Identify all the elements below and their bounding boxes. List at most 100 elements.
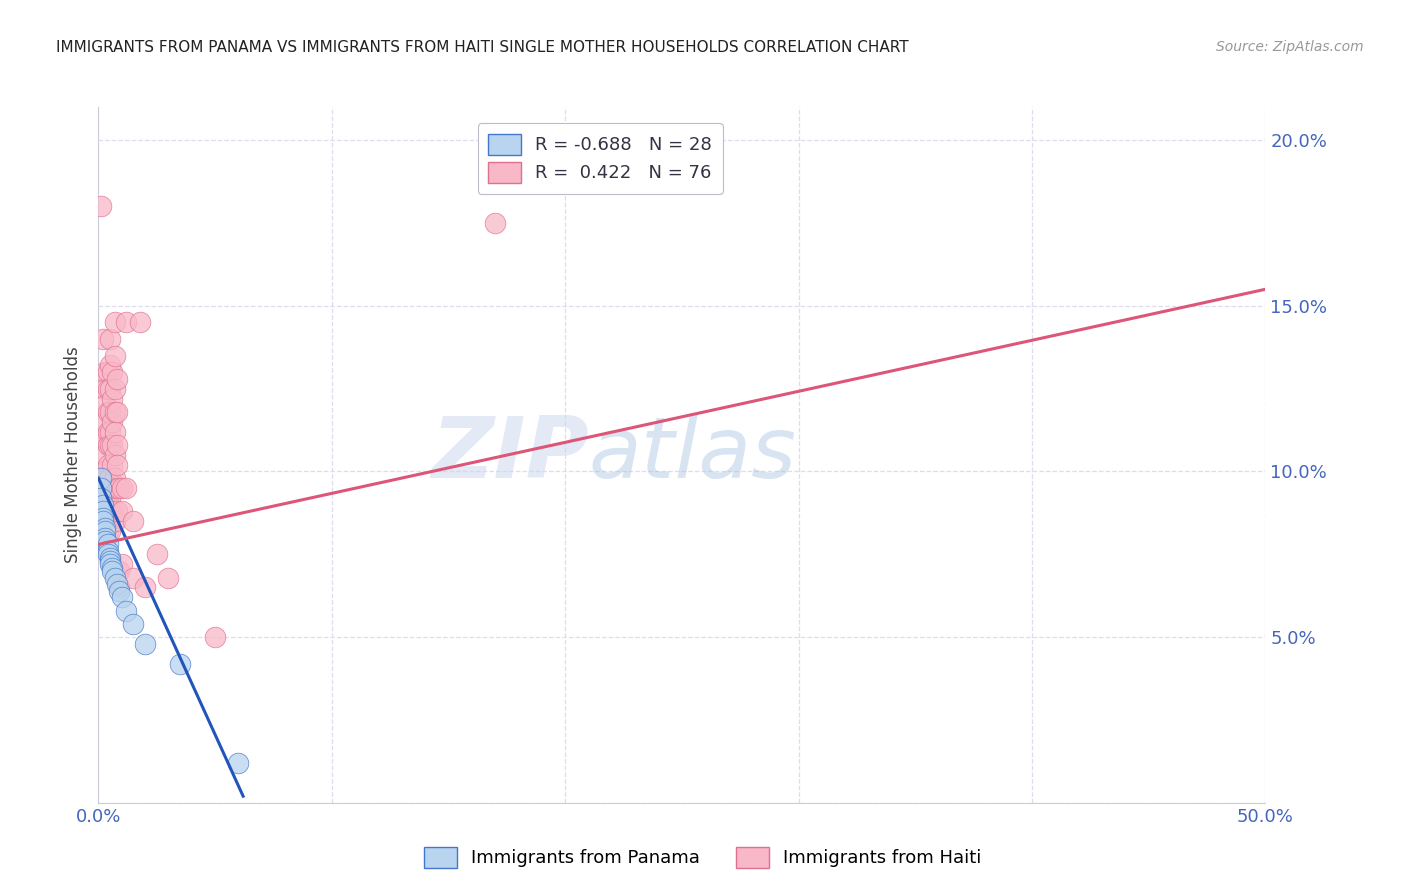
Point [111, 504, 134, 518]
Point [90, 491, 112, 505]
Point [105, 438, 128, 452]
Point [94, 471, 117, 485]
Point [105, 458, 128, 472]
Point [94, 431, 117, 445]
Point [98, 359, 121, 373]
Point [484, 216, 506, 230]
Point [97, 438, 120, 452]
Point [134, 581, 156, 595]
Point [122, 570, 145, 584]
Point [90, 498, 112, 512]
Point [134, 637, 156, 651]
Point [91, 511, 114, 525]
Point [101, 481, 124, 495]
Point [98, 438, 121, 452]
Point [98, 504, 121, 518]
Point [91, 504, 114, 518]
Text: IMMIGRANTS FROM PANAMA VS IMMIGRANTS FROM HAITI SINGLE MOTHER HOUSEHOLDS CORRELA: IMMIGRANTS FROM PANAMA VS IMMIGRANTS FRO… [56, 40, 908, 55]
Point [94, 448, 117, 462]
Point [228, 756, 250, 770]
Point [97, 504, 120, 518]
Point [91, 514, 114, 528]
Point [94, 524, 117, 538]
Point [94, 465, 117, 479]
Point [105, 504, 128, 518]
Text: ZIP: ZIP [430, 413, 589, 497]
Point [157, 570, 180, 584]
Point [94, 365, 117, 379]
Point [97, 537, 120, 551]
Point [98, 332, 121, 346]
Point [94, 534, 117, 549]
Point [91, 514, 114, 528]
Point [98, 558, 121, 572]
Y-axis label: Single Mother Households: Single Mother Households [65, 347, 83, 563]
Point [111, 591, 134, 605]
Point [97, 544, 120, 558]
Point [111, 481, 134, 495]
Point [97, 547, 120, 561]
Point [94, 504, 117, 518]
Point [90, 471, 112, 485]
Point [97, 458, 120, 472]
Point [90, 481, 112, 495]
Point [98, 524, 121, 538]
Point [97, 425, 120, 439]
Point [146, 547, 169, 561]
Point [91, 504, 114, 518]
Point [104, 349, 127, 363]
Point [91, 332, 114, 346]
Point [94, 398, 117, 412]
Point [97, 365, 120, 379]
Point [98, 382, 121, 396]
Point [98, 405, 121, 419]
Point [91, 465, 114, 479]
Point [101, 504, 124, 518]
Point [204, 630, 226, 644]
Point [104, 315, 127, 329]
Point [98, 554, 121, 568]
Point [169, 657, 191, 671]
Point [122, 514, 145, 528]
Point [90, 481, 112, 495]
Point [101, 438, 124, 452]
Point [104, 471, 127, 485]
Point [97, 524, 120, 538]
Point [101, 365, 124, 379]
Point [97, 382, 120, 396]
Point [111, 558, 134, 572]
Point [90, 199, 112, 213]
Point [104, 405, 127, 419]
Point [108, 581, 131, 595]
Legend: R = -0.688   N = 28, R =  0.422   N = 76: R = -0.688 N = 28, R = 0.422 N = 76 [478, 123, 723, 194]
Point [98, 491, 121, 505]
Point [97, 405, 120, 419]
Point [105, 481, 128, 495]
Point [105, 405, 128, 419]
Point [91, 481, 114, 495]
Point [108, 583, 131, 598]
Point [105, 372, 128, 386]
Point [97, 471, 120, 485]
Point [94, 531, 117, 545]
Point [94, 415, 117, 429]
Point [97, 491, 120, 505]
Point [129, 315, 152, 329]
Point [104, 382, 127, 396]
Point [122, 616, 145, 631]
Legend: Immigrants from Panama, Immigrants from Haiti: Immigrants from Panama, Immigrants from … [413, 836, 993, 879]
Point [108, 564, 131, 578]
Point [101, 415, 124, 429]
Point [98, 425, 121, 439]
Point [105, 577, 128, 591]
Text: Source: ZipAtlas.com: Source: ZipAtlas.com [1216, 40, 1364, 54]
Point [101, 392, 124, 406]
Point [104, 425, 127, 439]
Point [94, 382, 117, 396]
Point [101, 560, 124, 574]
Point [91, 498, 114, 512]
Point [91, 431, 114, 445]
Point [98, 471, 121, 485]
Point [115, 481, 138, 495]
Point [115, 604, 138, 618]
